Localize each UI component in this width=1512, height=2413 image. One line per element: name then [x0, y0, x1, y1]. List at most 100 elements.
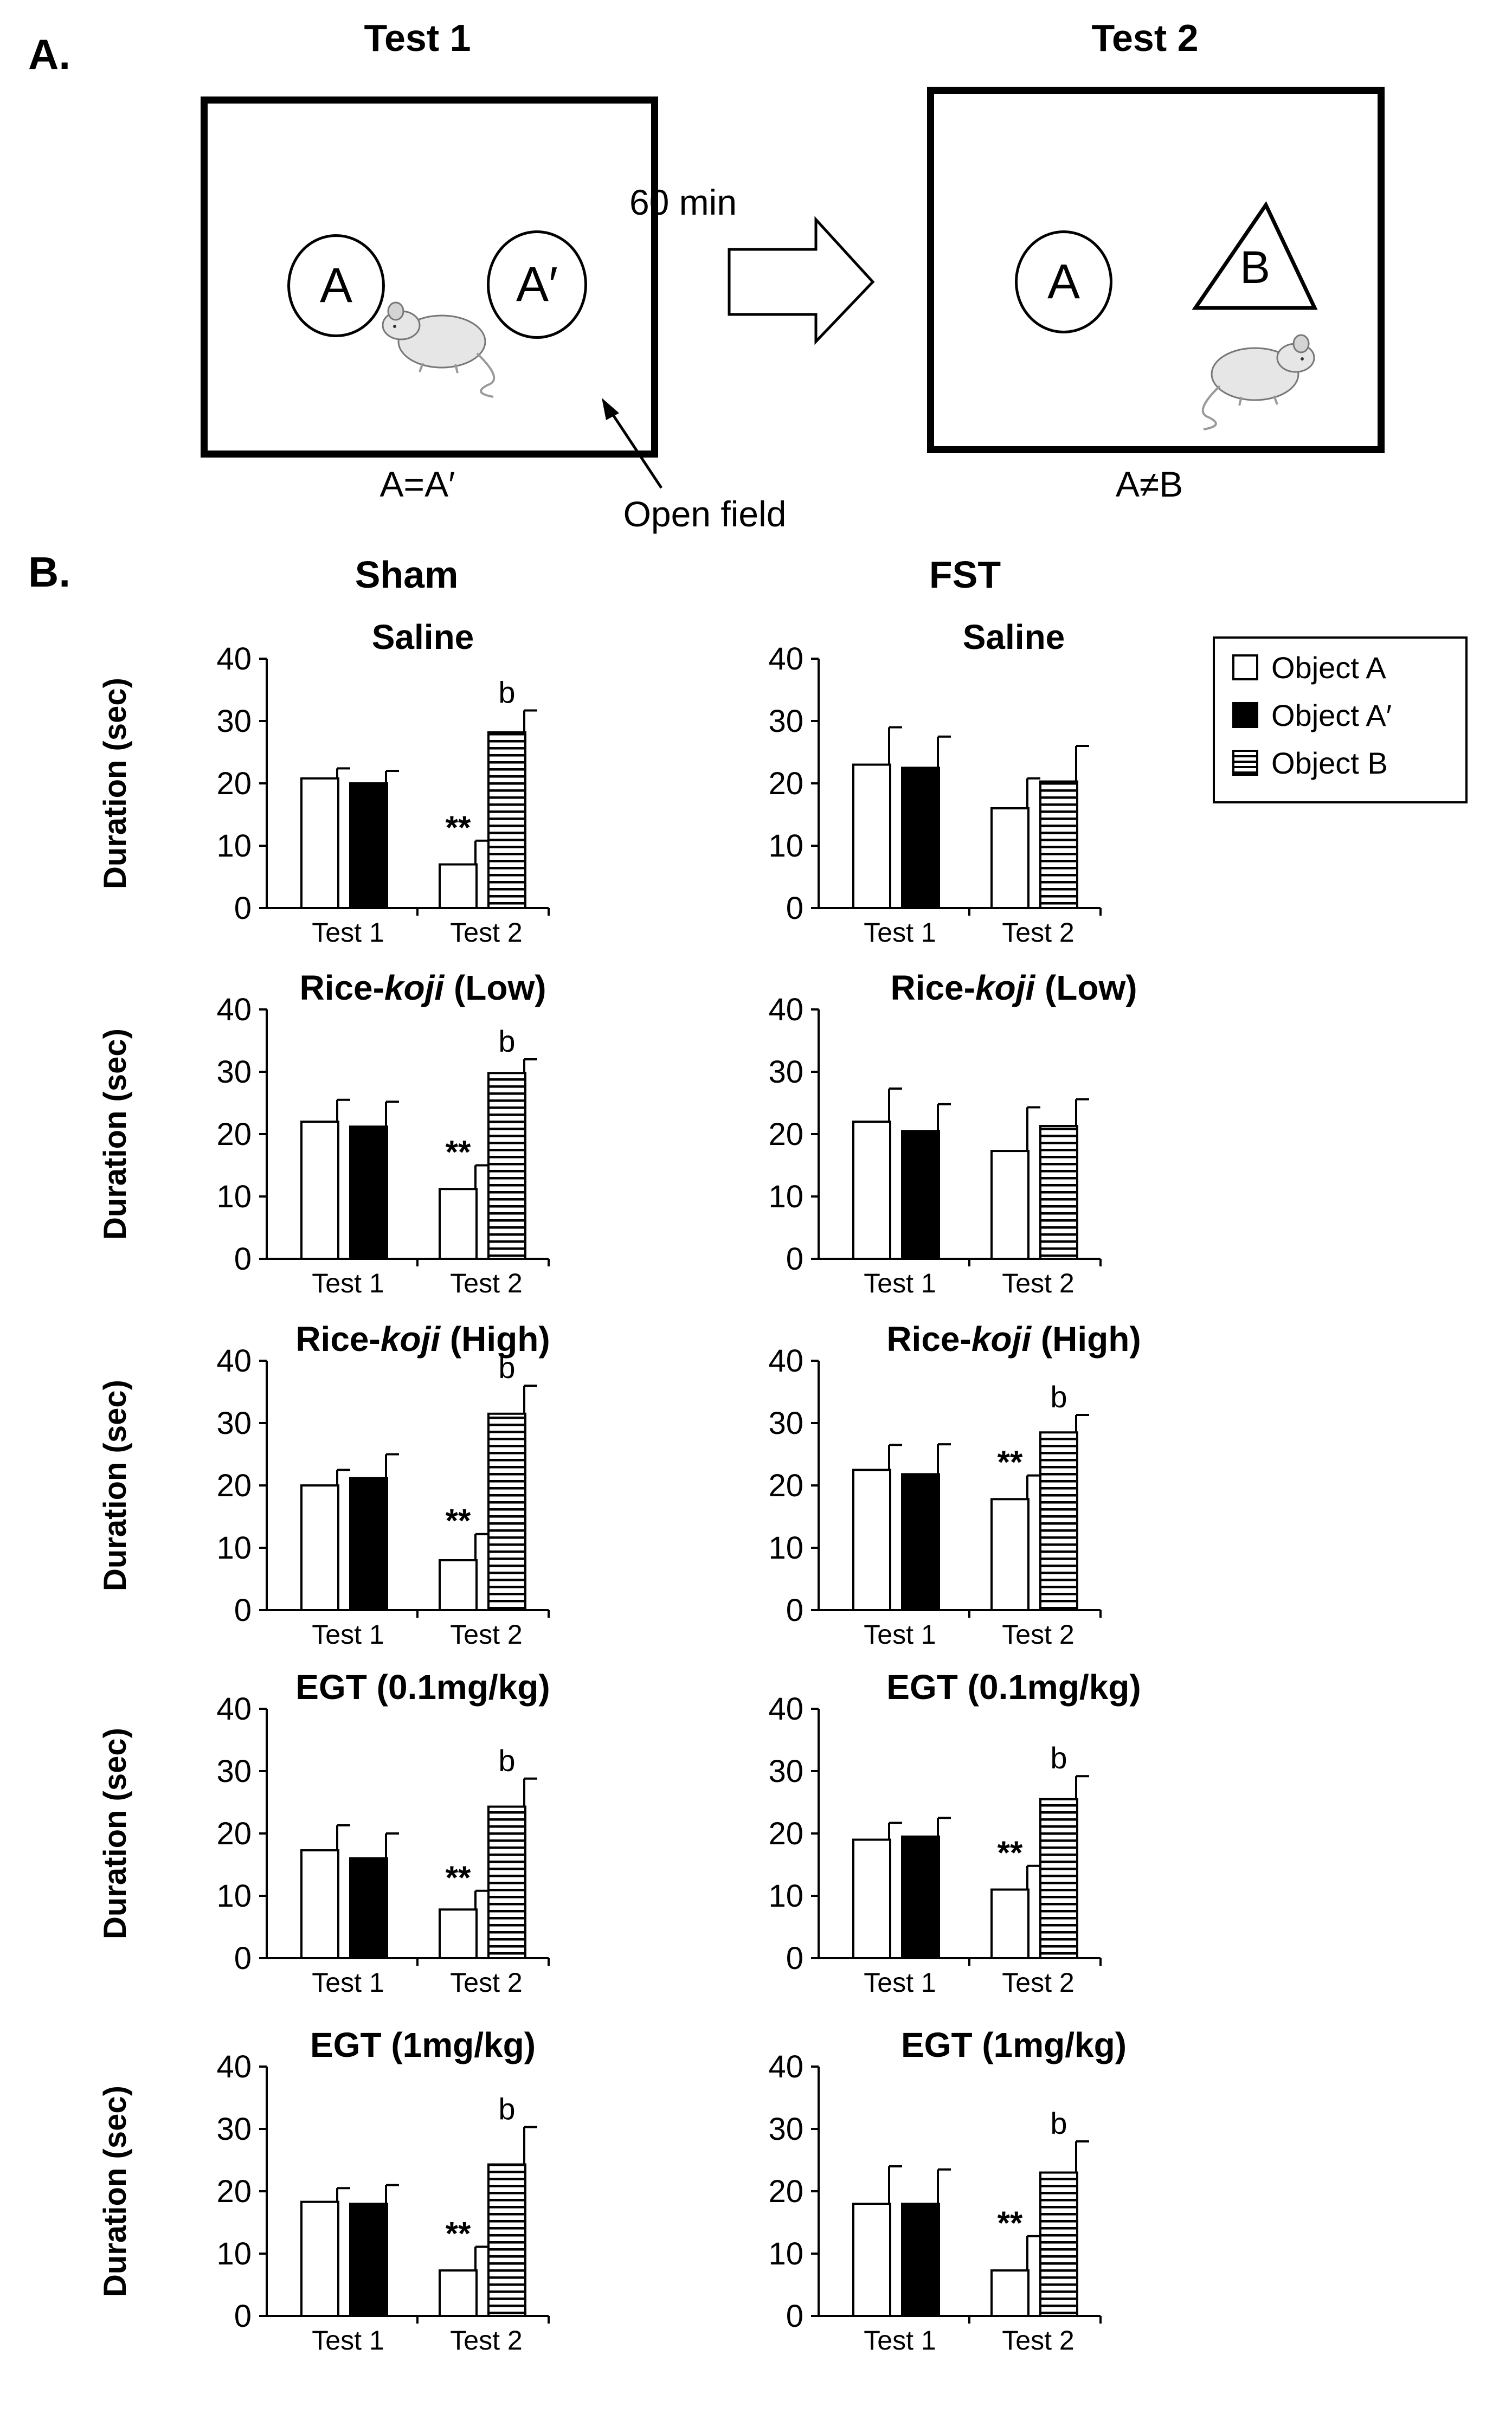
- significance-stars: **: [446, 1859, 471, 1896]
- x-tick-label: Test 1: [312, 917, 384, 948]
- y-axis-label: Duration (sec): [98, 1028, 133, 1240]
- bar-object-b-test2: [1039, 780, 1078, 910]
- legend-item-object-a-prime: Object A′: [1232, 697, 1392, 733]
- bar-object-b-test2: [487, 1072, 526, 1260]
- y-tick-label: 20: [768, 1117, 803, 1152]
- y-tick-label: 30: [768, 704, 803, 739]
- y-tick-label: 30: [768, 1406, 803, 1441]
- chart-fst-1: 0 10 20 30 40 Test 1 Test 2 Saline: [768, 617, 1102, 948]
- chart-sham-1: 0 10 20 30 40 Test 1 Test 2 ** b Saline Duration (…: [98, 617, 550, 948]
- x-tick-label: Test 2: [1002, 1268, 1074, 1298]
- arrow-label: 60 min: [629, 182, 737, 222]
- y-tick-label: 10: [216, 1530, 252, 1566]
- y-tick-label: 10: [216, 1878, 252, 1914]
- y-tick-label: 40: [216, 1343, 252, 1379]
- bar-object-a-test1: [300, 1849, 339, 1960]
- chart-title: EGT (1mg/kg): [901, 2025, 1127, 2064]
- y-tick-label: 10: [768, 1179, 803, 1214]
- chart-title: Rice-koji (High): [295, 1320, 550, 1359]
- y-tick-label: 20: [216, 766, 252, 801]
- bar-object-a-test1: [300, 1484, 339, 1611]
- bar-object-a-test2: [990, 1498, 1030, 1612]
- bar-object-a-test1: [852, 1469, 891, 1611]
- legend-swatch-black: [1232, 702, 1258, 728]
- bar-object-b-test2: [1039, 1798, 1078, 1959]
- bar-object-a-test1: [901, 1130, 940, 1260]
- y-tick-label: 20: [216, 1117, 252, 1152]
- significance-letter: b: [498, 1743, 515, 1778]
- y-tick-label: 10: [216, 2236, 252, 2272]
- y-tick-label: 20: [216, 1468, 252, 1503]
- y-tick-label: 30: [216, 704, 252, 739]
- y-tick-label: 10: [216, 828, 252, 864]
- chart-fst-4: 0 10 20 30 40 Test 1 Test 2 ** b EGT (0.1mg/kg): [768, 1668, 1141, 1998]
- y-tick-label: 40: [768, 1691, 803, 1727]
- bar-object-a-test1: [349, 782, 388, 909]
- significance-stars: **: [446, 809, 471, 846]
- bar-object-a-test1: [349, 1477, 388, 1611]
- bar-object-a-test2: [439, 2269, 478, 2317]
- open-field-pointer-icon: [602, 398, 663, 489]
- test2-object-b-label: B: [1240, 242, 1270, 293]
- mouse-icon: [382, 301, 496, 398]
- triangle-shape: [1192, 201, 1318, 310]
- chart-title: Saline: [963, 617, 1065, 657]
- open-field-label: Open field: [623, 494, 787, 534]
- bar-object-a-test1: [852, 2203, 891, 2317]
- y-axis-label: Duration (sec): [98, 1380, 133, 1591]
- bar-object-a-test2: [439, 1559, 478, 1611]
- bar-object-a-test2: [990, 2269, 1030, 2317]
- y-tick-label: 40: [768, 992, 803, 1027]
- mouse-icon: [1201, 334, 1315, 430]
- y-tick-label: 40: [216, 1691, 252, 1727]
- x-tick-label: Test 1: [864, 1268, 936, 1298]
- y-tick-label: 30: [216, 1754, 252, 1789]
- bar-object-b-test2: [487, 1412, 526, 1611]
- legend-label: Object A: [1271, 650, 1386, 685]
- bar-object-a-test1: [300, 777, 339, 910]
- y-tick-label: 30: [216, 2112, 252, 2147]
- y-tick-label: 40: [768, 2049, 803, 2084]
- test1-caption: A=A′: [379, 464, 455, 504]
- legend-swatch-hatched: [1232, 750, 1258, 776]
- chart-title: Rice-koji (Low): [890, 968, 1137, 1007]
- test2-object-a: A: [1015, 230, 1112, 333]
- bar-object-a-test1: [852, 1838, 891, 1959]
- y-tick-label: 10: [768, 828, 803, 864]
- y-tick-label: 40: [768, 1343, 803, 1379]
- y-tick-label: 0: [234, 1593, 252, 1628]
- charts-layer: 0 10 20 30 40 Test 1 Test 2 ** b Saline Duration (…: [98, 617, 1141, 2356]
- significance-stars: **: [446, 1134, 471, 1170]
- x-tick-label: Test 2: [450, 1268, 522, 1298]
- x-tick-label: Test 1: [312, 1268, 384, 1298]
- panel-a-label: A.: [28, 30, 70, 78]
- test2-object-a-label: A: [1047, 254, 1080, 309]
- chart-fst-2: 0 10 20 30 40 Test 1 Test 2 Rice-koji (Low): [768, 968, 1137, 1298]
- bar-object-b-test2: [1039, 1431, 1078, 1611]
- chart-sham-4: 0 10 20 30 40 Test 1 Test 2 ** b EGT (0.1mg/kg) Du…: [98, 1668, 550, 1998]
- y-tick-label: 0: [786, 2299, 803, 2334]
- test1-object-a-prime: A′: [487, 230, 587, 339]
- bar-object-b-test2: [487, 2163, 526, 2318]
- y-tick-label: 40: [216, 641, 252, 677]
- y-tick-label: 30: [768, 1754, 803, 1789]
- y-tick-label: 20: [216, 1816, 252, 1851]
- y-tick-label: 0: [786, 1593, 803, 1628]
- y-tick-label: 40: [216, 2049, 252, 2084]
- y-tick-label: 10: [768, 1530, 803, 1566]
- x-tick-label: Test 2: [450, 917, 522, 948]
- x-tick-label: Test 2: [450, 2325, 522, 2356]
- y-tick-label: 20: [768, 766, 803, 801]
- y-tick-label: 10: [768, 2236, 803, 2272]
- legend-item-object-a: Object A: [1232, 649, 1386, 685]
- test2-object-b: B: [1192, 201, 1318, 310]
- significance-letter: b: [1050, 2106, 1067, 2140]
- test2-open-field-box: [927, 87, 1385, 453]
- column-title-sham: Sham: [355, 554, 459, 596]
- y-tick-label: 30: [216, 1406, 252, 1441]
- x-tick-label: Test 2: [1002, 2325, 1074, 2356]
- x-tick-label: Test 1: [864, 2325, 936, 2356]
